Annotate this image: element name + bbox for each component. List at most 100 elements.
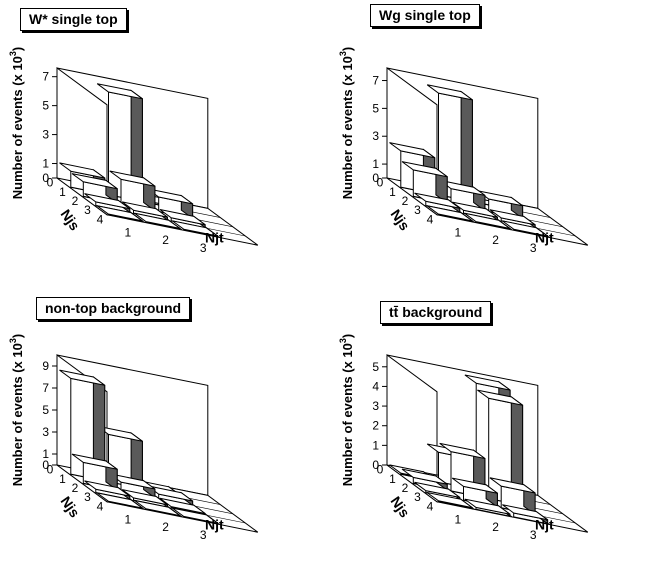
njs-tick-label: 3 xyxy=(414,490,421,504)
y-axis-title: Number of events (x 103) xyxy=(8,334,25,486)
njs-tick-label: 1 xyxy=(389,185,396,199)
njs-axis-title: Njs xyxy=(58,493,84,520)
bar-top-face xyxy=(401,468,448,485)
panel-non-top: 0 1 3 5 7 9 Number of events (x 103) 0 1 2 3 4 Njs 1 2… xyxy=(0,287,330,574)
y-tick-label: 4 xyxy=(372,379,379,393)
bar-top-face xyxy=(159,209,206,226)
bar-top-face xyxy=(401,161,448,178)
bar-top-face xyxy=(439,442,486,459)
y-tick-label: 0 xyxy=(42,171,49,185)
bar-top-face xyxy=(426,84,473,101)
y-tick-label: 0 xyxy=(42,458,49,472)
bar-top-face xyxy=(84,480,130,497)
bar-top-face xyxy=(426,492,473,509)
njt-axis-title: Njt xyxy=(535,517,554,533)
y-tick-label: 5 xyxy=(372,101,379,115)
bar-top-face xyxy=(489,209,536,226)
njs-tick-label: 4 xyxy=(97,499,104,513)
panel-wg: 0 1 3 5 7 Number of events (x 103) 0 1 2 3 4 Njs 1 2 3… xyxy=(330,0,659,287)
njt-tick-label: 3 xyxy=(200,241,207,255)
bar-top-face xyxy=(414,192,460,209)
bar-top-face xyxy=(71,453,118,470)
njs-tick-label: 1 xyxy=(59,185,66,199)
njs-tick-label: 3 xyxy=(84,490,91,504)
bar-top-face xyxy=(172,507,218,524)
bar-top-face xyxy=(96,205,143,222)
njs-tick-label: 2 xyxy=(402,481,409,495)
bar-top-face xyxy=(502,220,548,237)
bar-top-face xyxy=(451,201,498,218)
y-tick-label: 1 xyxy=(42,157,49,171)
bar-top-face xyxy=(121,201,168,218)
bar-top-face xyxy=(84,193,130,210)
njs-axis-title: Njs xyxy=(58,206,84,233)
njt-tick-label: 3 xyxy=(200,528,207,542)
bar-top-face xyxy=(172,220,218,237)
njs-axis-title: Njs xyxy=(388,206,414,233)
y-axis-title: Number of events (x 103) xyxy=(338,334,355,486)
bar-top-face xyxy=(464,498,511,515)
njs-tick-label: 0 xyxy=(377,463,384,477)
y-tick-label: 0 xyxy=(372,458,379,472)
y-axis-title: Number of events (x 103) xyxy=(338,47,355,199)
y-tick-label: 3 xyxy=(42,425,49,439)
y-tick-label: 9 xyxy=(42,359,49,373)
njt-tick-label: 3 xyxy=(530,528,537,542)
njt-tick-label: 1 xyxy=(455,513,462,527)
bar-top-face xyxy=(96,492,143,509)
y-tick-label: 7 xyxy=(372,74,379,88)
y-axis-title: Number of events (x 103) xyxy=(8,47,25,199)
njt-tick-label: 3 xyxy=(530,241,537,255)
bar-top-face xyxy=(451,477,498,494)
njt-tick-label: 1 xyxy=(455,226,462,240)
njs-tick-label: 3 xyxy=(84,203,91,217)
njs-tick-label: 0 xyxy=(47,463,54,477)
panel-title: Wg single top xyxy=(370,4,480,27)
bar-top-face xyxy=(109,170,156,187)
njs-tick-label: 3 xyxy=(414,203,421,217)
njs-tick-label: 4 xyxy=(427,499,434,513)
njt-tick-label: 1 xyxy=(125,226,132,240)
y-tick-label: 1 xyxy=(42,447,49,461)
bar-top-face xyxy=(159,497,206,514)
njs-tick-label: 4 xyxy=(427,212,434,226)
njs-tick-label: 2 xyxy=(72,481,79,495)
y-tick-label: 5 xyxy=(42,99,49,113)
njt-axis-title: Njt xyxy=(205,230,224,246)
y-tick-label: 5 xyxy=(42,403,49,417)
njs-tick-label: 0 xyxy=(377,176,384,190)
y-tick-label: 5 xyxy=(372,360,379,374)
njs-tick-label: 4 xyxy=(97,212,104,226)
panel-title: tt̄ background xyxy=(380,301,492,324)
njt-tick-label: 2 xyxy=(162,233,169,247)
njt-axis-title: Njt xyxy=(535,230,554,246)
bar-top-face xyxy=(464,212,511,229)
njt-tick-label: 1 xyxy=(125,513,132,527)
njs-axis-title: Njs xyxy=(388,493,414,520)
bar-top-face xyxy=(464,374,511,391)
y-tick-label: 1 xyxy=(372,157,379,171)
panel-title: W* single top xyxy=(20,8,127,31)
y-tick-label: 3 xyxy=(372,129,379,143)
bar-top-face xyxy=(96,83,143,100)
njt-tick-label: 2 xyxy=(162,520,169,534)
panel-title: non-top background xyxy=(36,297,191,320)
njt-tick-label: 2 xyxy=(492,233,499,247)
y-tick-label: 1 xyxy=(372,438,379,452)
bar-top-face xyxy=(426,205,473,222)
panel-w-star: 0 1 3 5 7 Number of events (x 103) 0 1 2 3 4 Njs 1 2 3… xyxy=(0,0,330,287)
njs-tick-label: 2 xyxy=(402,194,409,208)
panel-ttbar: 0 1 2 3 4 5 Number of events (x 103) 0 1 2 3 4 Njs 1 2… xyxy=(330,287,659,574)
njs-tick-label: 1 xyxy=(389,472,396,486)
y-tick-label: 3 xyxy=(372,399,379,413)
njs-tick-label: 2 xyxy=(72,194,79,208)
y-tick-label: 3 xyxy=(42,128,49,142)
bar-top-face xyxy=(389,142,435,159)
y-tick-label: 2 xyxy=(372,419,379,433)
bar-top-face xyxy=(489,477,536,494)
njs-tick-label: 0 xyxy=(47,176,54,190)
bar-top-face xyxy=(71,173,118,190)
